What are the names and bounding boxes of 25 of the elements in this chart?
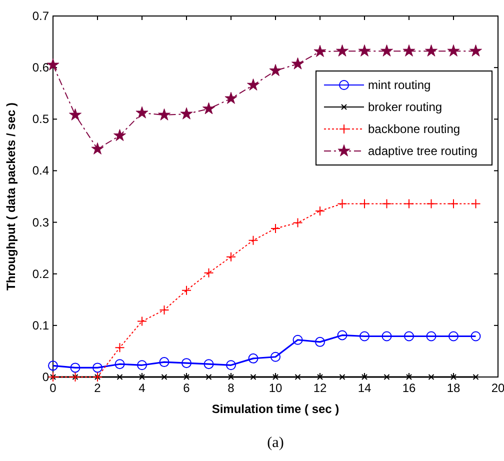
y-tick-label: 0.4	[32, 164, 50, 178]
legend-label: mint routing	[368, 78, 431, 92]
y-tick-label: 0.5	[32, 112, 50, 126]
y-tick-label: 0.3	[32, 215, 50, 230]
x-tick-label: 20	[491, 381, 504, 395]
x-tick-label: 6	[183, 381, 190, 395]
y-tick-label: 0.1	[32, 318, 50, 332]
x-tick-label: 12	[313, 381, 327, 395]
x-axis-title: Simulation time ( sec )	[212, 402, 340, 416]
y-tick-label: 0.2	[32, 266, 50, 281]
y-tick-label: 0.7	[32, 9, 50, 23]
y-tick-label: 0	[42, 370, 50, 384]
x-tick-label: 14	[358, 381, 372, 395]
legend-label: adaptive tree routing	[368, 144, 478, 158]
y-axis-title: Throughput ( data packets / sec )	[4, 102, 18, 291]
legend-label: backbone routing	[368, 122, 460, 136]
x-tick-label: 18	[446, 381, 460, 395]
y-tick-label: 0.6	[32, 60, 50, 75]
x-tick-label: 16	[402, 381, 416, 395]
x-tick-label: 2	[94, 381, 102, 395]
legend-label: broker routing	[368, 100, 442, 114]
text: (a)	[267, 435, 284, 451]
x-tick-label: 8	[228, 381, 235, 395]
x-tick-label: 10	[268, 381, 282, 395]
x-tick-label: 4	[138, 381, 146, 395]
